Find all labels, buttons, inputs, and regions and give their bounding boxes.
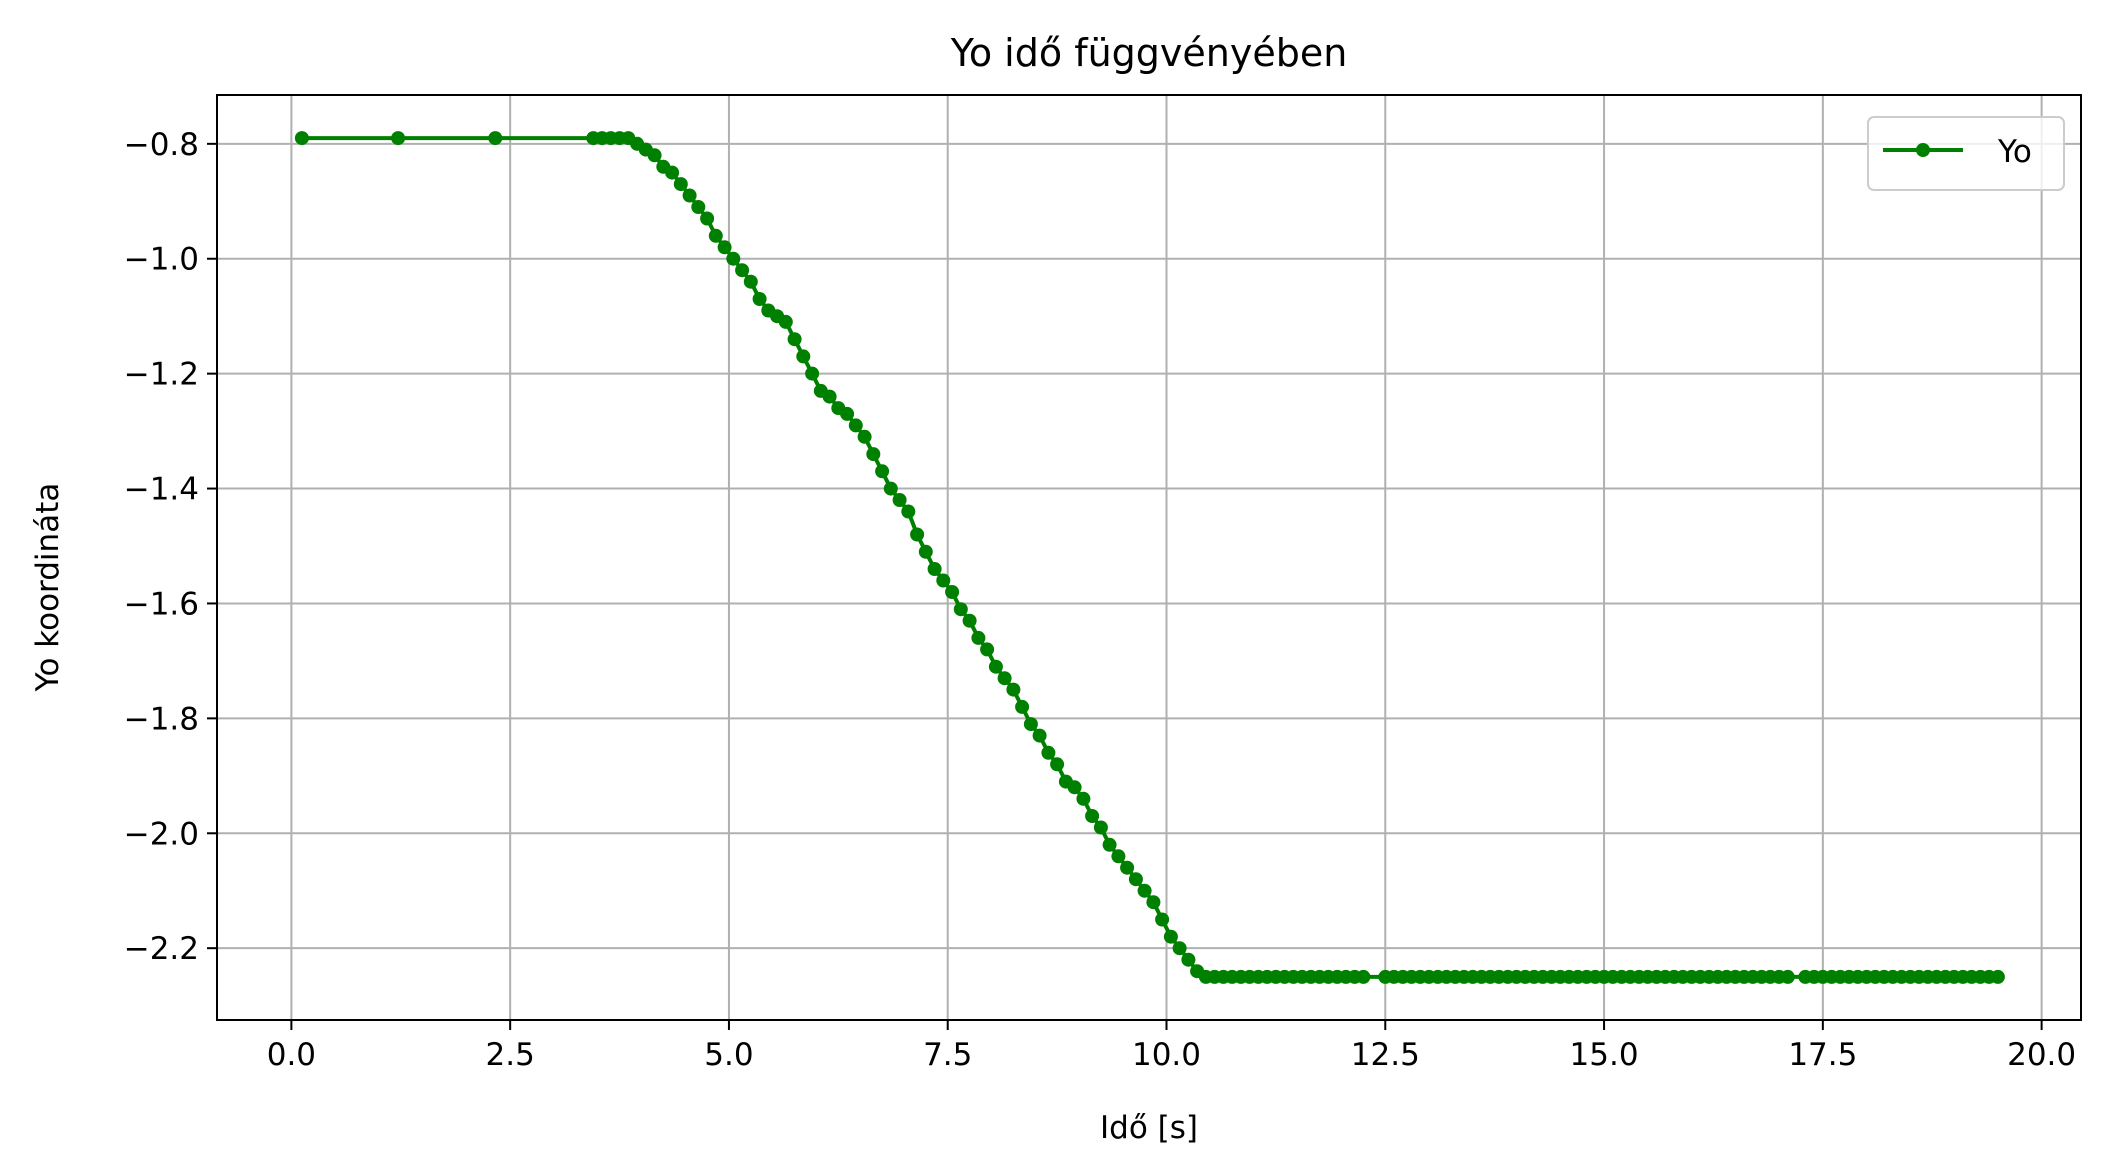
data-point [647,148,662,163]
x-tick-label: 2.5 [486,1037,535,1073]
legend-box [1867,116,2065,191]
data-point [735,263,750,278]
data-point [892,493,907,507]
data-point [822,389,837,404]
data-point [1146,895,1161,910]
data-point [883,481,898,496]
y-tick-label: −0.8 [124,127,199,163]
data-point [1006,682,1021,697]
y-tick-label: −2.2 [124,931,199,967]
data-point [1181,952,1196,967]
data-point [391,131,406,146]
data-point [918,544,933,559]
x-tick-label: 5.0 [704,1037,753,1073]
data-point [691,200,706,214]
y-tick-label: −1.0 [124,242,199,278]
data-point [1163,929,1178,944]
data-point [726,251,741,266]
series-layer [294,131,2005,984]
data-point [1356,969,1371,984]
plot-frame [216,94,2082,1021]
data-point [953,602,968,617]
data-point [1076,791,1091,806]
data-point [717,240,732,255]
data-point [1023,717,1038,732]
grid [217,95,2081,1020]
data-point [294,131,309,146]
data-point [840,406,855,421]
x-tick-label: 0.0 [267,1037,316,1073]
data-point [1093,820,1108,835]
x-tick-label: 10.0 [1132,1037,1201,1073]
data-point [910,527,925,542]
data-point [1137,883,1152,898]
data-point [936,573,951,588]
y-tick-label: −1.2 [124,357,199,393]
data-point [857,429,872,444]
y-tick-label: −1.8 [124,701,199,737]
data-point [787,332,802,347]
data-point [866,447,881,462]
data-point [673,177,688,192]
data-point [1050,757,1065,772]
data-point [927,562,942,576]
y-axis: −0.8 −1.0 −1.2 −1.4 −1.6 −1.8 −2.0 −2.2 [124,127,217,967]
y-axis-label: Yo koordináta [30,483,66,693]
data-point [1120,860,1135,875]
data-point [1990,969,2005,984]
x-axis: 0.0 2.5 5.0 7.5 10.0 12.5 15.0 17.5 20.0 [267,1020,2076,1073]
data-point [805,366,820,381]
data-point [962,613,977,628]
data-point [997,671,1012,686]
data-point [752,292,767,306]
data-point [1102,837,1117,852]
data-point [1780,969,1795,984]
data-point [778,314,793,329]
data-point [1155,912,1170,927]
data-point [488,131,503,146]
chart-title: Yo idő függvényében [950,31,1348,75]
data-point [848,418,863,433]
data-point [1067,780,1082,795]
data-point [682,188,697,203]
data-point [980,642,995,657]
x-tick-label: 12.5 [1351,1037,1420,1073]
data-point [1041,745,1056,760]
data-point [901,504,916,519]
data-point [1111,849,1126,864]
legend: Yo [1867,116,2065,191]
data-point [708,228,723,243]
data-point [1015,699,1030,714]
data-point [1128,872,1143,887]
x-tick-label: 7.5 [923,1037,972,1073]
data-point [796,349,811,364]
data-point [988,659,1003,674]
data-point [945,585,960,599]
data-point [875,464,890,479]
data-point [1085,809,1100,823]
x-tick-label: 17.5 [1788,1037,1857,1073]
y-tick-label: −2.0 [124,816,199,852]
y-tick-label: −1.4 [124,472,199,508]
y-tick-label: −1.6 [124,586,199,622]
x-tick-label: 15.0 [1570,1037,1639,1073]
data-point [743,274,758,289]
data-point [971,630,986,645]
x-axis-label: Idő [s] [1100,1110,1198,1146]
x-tick-label: 20.0 [2007,1037,2076,1073]
data-point [1032,728,1047,743]
legend-marker-sample [1916,143,1930,157]
data-point [700,211,715,226]
data-point [665,165,680,180]
data-point [1172,941,1187,956]
legend-label-yo: Yo [1997,134,2032,170]
